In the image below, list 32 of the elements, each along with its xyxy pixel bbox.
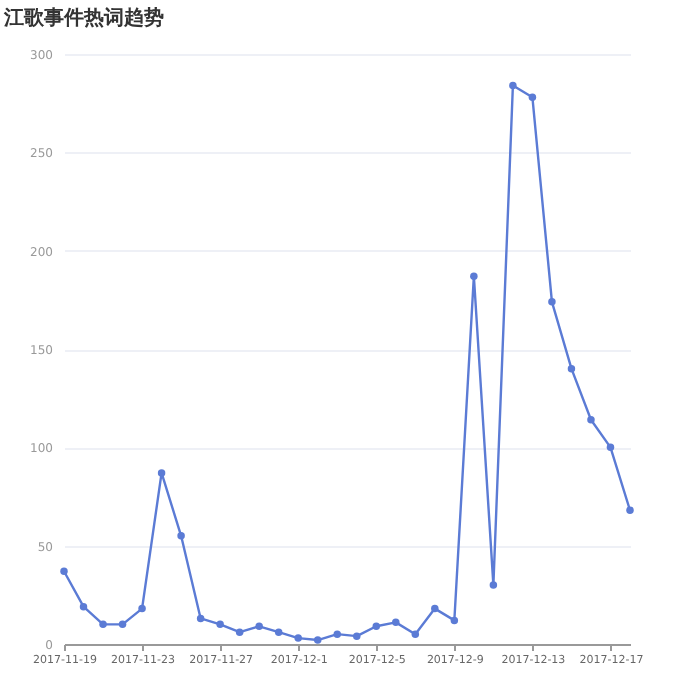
point bbox=[489, 581, 498, 589]
point bbox=[606, 443, 615, 452]
point bbox=[255, 622, 263, 631]
point bbox=[353, 632, 361, 640]
point bbox=[157, 469, 166, 477]
point bbox=[509, 81, 517, 90]
point bbox=[313, 636, 322, 644]
line-series bbox=[60, 81, 634, 644]
point bbox=[470, 272, 478, 280]
point bbox=[138, 604, 146, 613]
point bbox=[60, 567, 68, 575]
point bbox=[333, 630, 341, 638]
point bbox=[431, 604, 439, 613]
point bbox=[177, 532, 185, 540]
point bbox=[294, 634, 302, 642]
point bbox=[548, 298, 556, 306]
point bbox=[567, 364, 576, 373]
point bbox=[118, 620, 127, 629]
point bbox=[626, 506, 634, 514]
point bbox=[99, 620, 107, 629]
point bbox=[411, 630, 420, 638]
chart-title: 江歌事件热词趋势 bbox=[2, 6, 164, 30]
point bbox=[392, 618, 400, 627]
point bbox=[587, 416, 595, 424]
point bbox=[372, 622, 381, 631]
point bbox=[528, 93, 537, 101]
point bbox=[274, 628, 283, 636]
point bbox=[79, 602, 88, 611]
point bbox=[235, 628, 244, 636]
point bbox=[216, 620, 224, 629]
point bbox=[450, 616, 459, 625]
point bbox=[196, 614, 205, 623]
